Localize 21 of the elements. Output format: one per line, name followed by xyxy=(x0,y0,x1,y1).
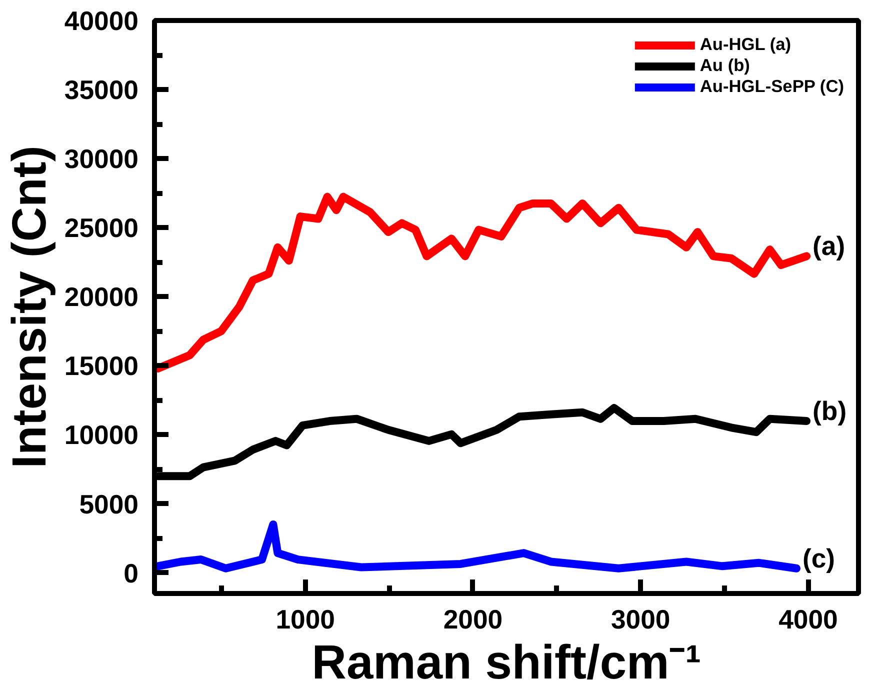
x-tick-label: 1000 xyxy=(276,604,336,634)
legend-label: Au-HGL-SePP (C) xyxy=(700,76,844,97)
x-tick-label: 3000 xyxy=(610,604,670,634)
y-tick-label: 10000 xyxy=(64,420,138,450)
x-tick-label: 4000 xyxy=(778,604,838,634)
y-tick-label: 5000 xyxy=(79,489,139,520)
y-tick-label: 20000 xyxy=(64,282,138,312)
y-tick-label: 0 xyxy=(124,558,139,588)
y-tick-label: 25000 xyxy=(64,213,138,244)
legend-label: Au (b) xyxy=(700,55,750,76)
y-tick-label: 35000 xyxy=(64,75,138,106)
y-tick-label: 15000 xyxy=(64,351,138,382)
annotation: (a) xyxy=(812,231,846,262)
x-axis-title: Raman shift/cm⁻¹ xyxy=(312,636,702,690)
annotation: (c) xyxy=(802,543,836,574)
y-tick-label: 40000 xyxy=(64,6,138,36)
legend-label: Au-HGL (a) xyxy=(700,34,792,55)
x-tick-label: 2000 xyxy=(443,604,503,634)
y-axis-title: Intensity (Cnt) xyxy=(3,146,56,468)
y-tick-label: 30000 xyxy=(64,144,138,174)
annotation: (b) xyxy=(812,396,847,426)
